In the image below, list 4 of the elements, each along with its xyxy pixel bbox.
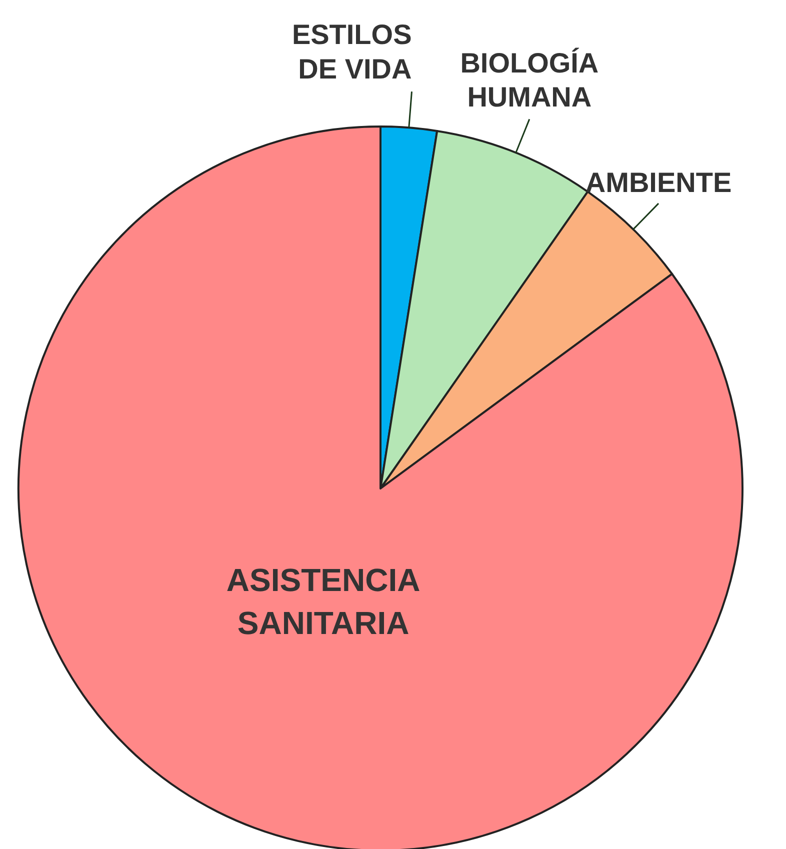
slice-label: AMBIENTE <box>585 167 732 198</box>
slice-label: ASISTENCIA SANITARIA <box>226 562 420 642</box>
slice-label: BIOLOGÍA HUMANA <box>460 47 599 112</box>
slice-label: ESTILOS DE VIDA <box>292 19 412 84</box>
